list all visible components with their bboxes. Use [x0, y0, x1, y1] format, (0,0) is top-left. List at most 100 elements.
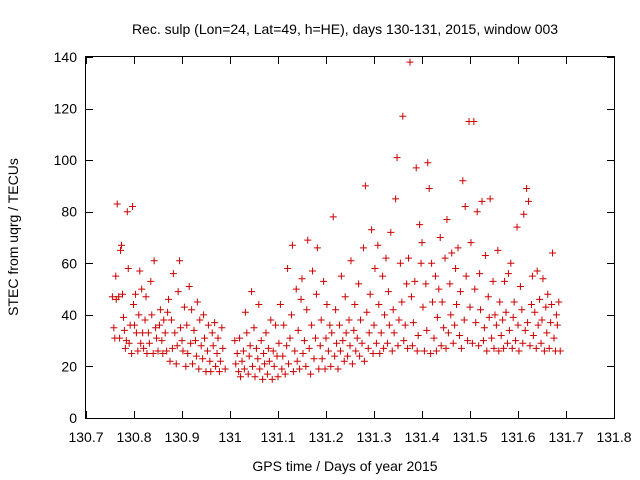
data-point — [326, 321, 334, 329]
data-point — [451, 321, 459, 329]
data-point — [473, 208, 481, 216]
data-point — [552, 311, 560, 319]
data-point — [310, 355, 318, 363]
data-point — [286, 334, 294, 342]
data-point — [381, 311, 389, 319]
data-point — [182, 362, 190, 370]
data-point — [394, 342, 402, 350]
y-tick-label: 40 — [61, 307, 77, 323]
y-tick-label: 0 — [69, 410, 77, 426]
data-point — [176, 257, 184, 265]
data-point — [232, 360, 240, 368]
x-axis-label: GPS time / Days of year 2015 — [252, 458, 437, 474]
data-point — [265, 357, 273, 365]
data-point — [112, 272, 120, 280]
data-point — [523, 185, 531, 193]
data-point — [233, 350, 241, 358]
y-tick-label: 140 — [54, 49, 78, 65]
x-tick-label: 130.9 — [164, 429, 199, 445]
data-point — [140, 344, 148, 352]
data-point — [274, 373, 282, 381]
data-point — [387, 228, 395, 236]
data-point — [524, 319, 532, 327]
data-point — [537, 339, 545, 347]
data-point — [262, 329, 270, 337]
data-point — [342, 329, 350, 337]
y-tick-label: 80 — [61, 204, 77, 220]
data-point — [422, 280, 430, 288]
data-point — [437, 342, 445, 350]
data-point — [519, 339, 527, 347]
data-point — [244, 370, 252, 378]
data-point — [452, 264, 460, 272]
data-point — [464, 337, 472, 345]
data-point — [361, 182, 369, 190]
data-point — [180, 303, 188, 311]
data-point — [363, 308, 371, 316]
data-point — [178, 337, 186, 345]
data-point — [195, 365, 203, 373]
data-point — [257, 337, 265, 345]
data-point — [339, 337, 347, 345]
data-point — [549, 249, 557, 257]
data-point — [356, 352, 364, 360]
data-point — [240, 365, 248, 373]
data-point — [324, 347, 332, 355]
data-point — [192, 352, 200, 360]
data-point — [173, 342, 181, 350]
data-point — [261, 360, 269, 368]
data-point — [309, 267, 317, 275]
data-point — [388, 347, 396, 355]
data-point — [518, 306, 526, 314]
data-point — [188, 306, 196, 314]
data-point — [169, 270, 177, 278]
data-point — [293, 357, 301, 365]
data-point — [302, 362, 310, 370]
data-point — [269, 347, 277, 355]
data-point — [457, 344, 465, 352]
data-point — [284, 264, 292, 272]
data-point — [130, 301, 138, 309]
data-point — [268, 375, 276, 383]
data-point — [203, 347, 211, 355]
data-point — [241, 308, 249, 316]
data-point — [355, 280, 363, 288]
data-point — [430, 334, 438, 342]
data-point — [536, 295, 544, 303]
data-point — [125, 339, 133, 347]
data-point — [538, 316, 546, 324]
data-point — [279, 352, 287, 360]
data-point — [344, 352, 352, 360]
data-point — [476, 270, 484, 278]
data-point — [352, 347, 360, 355]
y-tick-label: 120 — [54, 101, 78, 117]
data-point — [444, 329, 452, 337]
data-point — [249, 362, 257, 370]
data-point — [350, 326, 358, 334]
data-point — [117, 246, 125, 254]
data-point — [130, 321, 138, 329]
data-point — [215, 368, 223, 376]
data-point — [212, 362, 220, 370]
data-point — [147, 277, 155, 285]
data-point — [216, 357, 224, 365]
data-point — [438, 298, 446, 306]
data-point — [218, 324, 226, 332]
data-point — [243, 329, 251, 337]
data-point — [358, 339, 366, 347]
data-point — [236, 334, 244, 342]
data-point — [489, 277, 497, 285]
data-point — [508, 344, 516, 352]
data-point — [556, 347, 564, 355]
data-point — [395, 316, 403, 324]
data-point — [467, 239, 475, 247]
y-axis-label: STEC from uqrg / TECUs — [5, 158, 21, 316]
data-point — [177, 324, 185, 332]
data-point — [219, 344, 227, 352]
data-point — [468, 339, 476, 347]
data-point — [323, 301, 331, 309]
data-point — [477, 306, 485, 314]
data-point — [460, 316, 468, 324]
data-point — [488, 334, 496, 342]
data-point — [396, 259, 404, 267]
